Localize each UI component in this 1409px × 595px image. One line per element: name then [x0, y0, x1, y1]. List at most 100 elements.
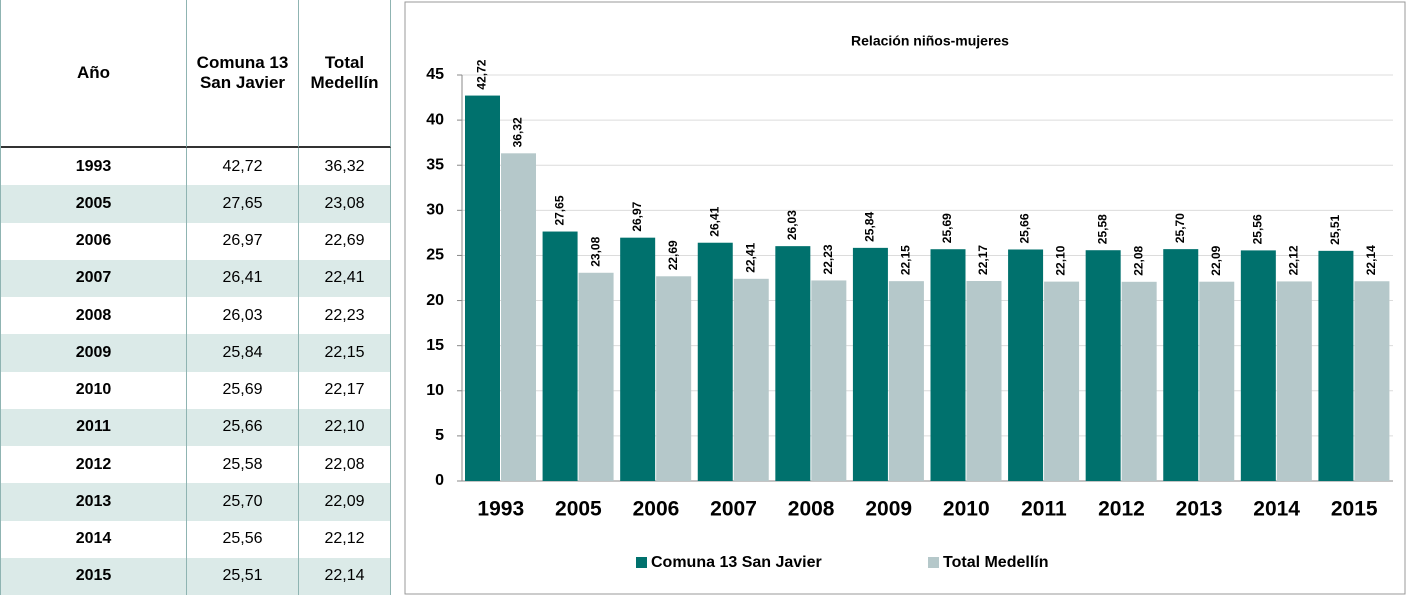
bar: [1044, 281, 1080, 481]
x-tick-label: 2015: [1331, 498, 1378, 521]
bar: [1354, 281, 1390, 481]
x-tick-label: 2013: [1176, 498, 1223, 521]
data-label: 25,69: [940, 213, 954, 243]
legend-swatch: [636, 557, 647, 568]
data-label: 36,32: [511, 117, 525, 147]
data-label: 26,03: [785, 210, 799, 240]
data-label: 25,84: [863, 212, 877, 242]
table-cell: 22,23: [299, 297, 391, 335]
legend-swatch: [928, 557, 939, 568]
x-tick-label: 2009: [865, 498, 912, 521]
data-label: 26,97: [630, 201, 644, 231]
bar: [620, 237, 656, 481]
bar: [1318, 250, 1354, 481]
table-cell: 2010: [1, 371, 187, 409]
bar: [697, 242, 733, 481]
bar: [1008, 249, 1044, 481]
bar: [1163, 249, 1199, 481]
legend-label: Total Medellín: [943, 554, 1048, 571]
data-label: 25,70: [1173, 213, 1187, 243]
legend-label: Comuna 13 San Javier: [651, 554, 822, 571]
table-cell: 25,69: [187, 371, 299, 409]
data-label: 22,15: [899, 245, 913, 275]
table-cell: 22,08: [299, 446, 391, 484]
bar: [852, 247, 888, 481]
data-label: 22,12: [1287, 245, 1301, 275]
table-cell: 42,72: [187, 148, 299, 186]
y-tick-label: 20: [426, 292, 444, 309]
table-cell: 22,14: [299, 557, 391, 595]
chart-frame: [404, 1, 1406, 595]
table-cell: 22,17: [299, 371, 391, 409]
y-tick-label: 40: [426, 111, 444, 128]
bar: [656, 276, 692, 481]
x-tick-label: 2006: [633, 498, 680, 521]
y-tick-label: 0: [435, 472, 444, 489]
table-cell: 26,41: [187, 259, 299, 297]
bar: [578, 272, 614, 481]
data-label: 22,08: [1131, 245, 1145, 275]
y-tick-label: 15: [426, 337, 444, 354]
table-cell: Total Medellín: [299, 0, 391, 148]
bar: [1121, 281, 1157, 481]
bar: [1240, 250, 1276, 481]
data-label: 25,66: [1018, 213, 1032, 243]
data-label: 25,51: [1328, 214, 1342, 244]
bar: [1199, 281, 1235, 481]
bar: [930, 249, 966, 481]
data-label: 26,41: [707, 206, 721, 236]
y-tick-label: 5: [435, 427, 444, 444]
table-cell: 2006: [1, 222, 187, 260]
table-cell: 25,56: [187, 520, 299, 558]
bar: [775, 246, 811, 481]
table-cell: 22,69: [299, 222, 391, 260]
table-cell: 22,12: [299, 520, 391, 558]
data-label: 27,65: [552, 195, 566, 225]
table-cell: Comuna 13 San Javier: [187, 0, 299, 148]
table-cell: 2005: [1, 185, 187, 223]
bar: [1276, 281, 1312, 481]
bar: [542, 231, 578, 481]
x-tick-label: 2007: [710, 498, 757, 521]
data-label: 42,72: [475, 59, 489, 89]
data-label: 22,09: [1209, 245, 1223, 275]
table-cell: 22,15: [299, 334, 391, 372]
x-tick-label: 1993: [477, 498, 524, 521]
table-cell: Año: [1, 0, 187, 148]
data-label: 22,14: [1364, 245, 1378, 275]
bar: [1085, 250, 1121, 481]
chart-title: Relación niños-mujeres: [851, 33, 1009, 49]
data-label: 22,17: [976, 245, 990, 275]
data-label: 22,41: [743, 242, 757, 272]
bar: [733, 278, 769, 481]
x-tick-label: 2005: [555, 498, 602, 521]
bar: [966, 280, 1002, 481]
y-tick-label: 25: [426, 247, 444, 264]
table-cell: 2014: [1, 520, 187, 558]
table-cell: 22,09: [299, 483, 391, 521]
bar: [465, 95, 500, 481]
table-cell: 26,03: [187, 297, 299, 335]
table-cell: 2007: [1, 259, 187, 297]
x-tick-label: 2008: [788, 498, 835, 521]
y-tick-label: 30: [426, 202, 444, 219]
y-tick-label: 10: [426, 382, 444, 399]
table-cell: 25,51: [187, 557, 299, 595]
table-cell: 2009: [1, 334, 187, 372]
bar: [501, 153, 536, 482]
table-cell: 2012: [1, 446, 187, 484]
table-cell: 23,08: [299, 185, 391, 223]
table-cell: 25,58: [187, 446, 299, 484]
table-cell: 2008: [1, 297, 187, 335]
table-cell: 26,97: [187, 222, 299, 260]
table-cell: 25,84: [187, 334, 299, 372]
table-cell: 2015: [1, 557, 187, 595]
table-cell: 1993: [1, 148, 187, 186]
data-label: 25,58: [1095, 214, 1109, 244]
table-cell: 2013: [1, 483, 187, 521]
data-label: 25,56: [1251, 214, 1265, 244]
data-label: 22,23: [821, 244, 835, 274]
table-cell: 25,66: [187, 408, 299, 446]
